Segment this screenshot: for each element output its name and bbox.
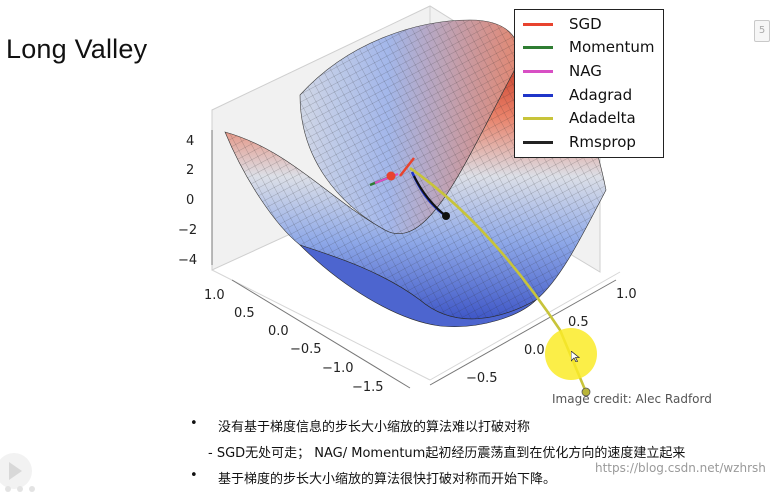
z-axis-ticks: 4 2 0 −2 −4 [178,134,197,268]
rmsprop-path [413,175,447,217]
bullet-text: 基于梯度的步长大小缩放的算法很快打破对称而开始下降。 [218,472,557,487]
svg-text:−1.5: −1.5 [352,380,384,395]
trajectories [369,157,591,397]
bullet-item: • 没有基于梯度信息的步长大小缩放的算法难以打破对称 [190,416,530,435]
svg-text:1.0: 1.0 [616,287,637,302]
legend-item-adagrad: Adagrad [523,85,632,105]
svg-text:2: 2 [186,163,194,178]
legend-swatch [523,93,553,97]
adadelta-path [409,166,588,393]
svg-text:1.0: 1.0 [204,288,225,303]
svg-text:0.0: 0.0 [524,343,545,358]
legend-label: Adadelta [569,109,636,127]
watermark: https://blog.csdn.net/wzhrsh [595,461,766,475]
slide-number-icon: 5 [754,20,770,42]
slide-title: Long Valley [6,34,148,64]
svg-text:−1.0: −1.0 [322,361,354,376]
svg-text:−0.5: −0.5 [466,371,498,386]
svg-text:0.0: 0.0 [268,324,289,339]
legend-swatch [523,22,553,26]
svg-text:4: 4 [186,134,194,149]
legend-item-sgd: SGD [523,14,602,34]
bullet-item: • 基于梯度的步长大小缩放的算法很快打破对称而开始下降。 [190,468,556,487]
legend-item-momentum: Momentum [523,37,654,57]
legend-swatch [523,116,553,120]
sub-bullet-text: - SGD无处可走； NAG/ Momentum起初经历震荡直到在优化方向的速度… [208,446,686,461]
svg-text:−2: −2 [178,223,197,238]
legend-swatch [523,45,553,49]
x-axis-ticks: 1.0 0.5 0.0 −0.5 [466,287,637,386]
dot-icon [17,486,23,492]
svg-text:−0.5: −0.5 [290,342,322,357]
svg-text:0.5: 0.5 [568,315,589,330]
legend-swatch [523,140,553,144]
svg-text:0: 0 [186,193,194,208]
rmsprop-end-marker [442,212,450,220]
bullet-glyph: • [190,468,198,483]
start-marker [386,171,396,181]
dot-icon [5,486,11,492]
sgd-path [399,157,415,177]
legend-label: NAG [569,62,602,80]
legend-label: Rmsprop [569,133,636,151]
player-controls[interactable] [0,451,50,493]
y-axis-ticks: 1.0 0.5 0.0 −0.5 −1.0 −1.5 [204,288,384,395]
loss-surface [224,19,607,327]
adadelta-end-marker [581,387,591,397]
legend-label: Adagrad [569,86,633,104]
legend: SGD Momentum NAG Adagrad Adadelta Rmspro… [514,9,664,158]
svg-text:0.5: 0.5 [234,306,255,321]
bullet-glyph: • [190,416,198,431]
dot-icon [29,486,35,492]
bullet-text: 没有基于梯度信息的步长大小缩放的算法难以打破对称 [218,420,531,435]
play-icon [9,462,22,480]
mouse-pointer-icon [571,351,580,362]
legend-label: Momentum [569,38,655,56]
legend-swatch [523,69,553,73]
legend-item-rmsprop: Rmsprop [523,132,636,152]
legend-item-nag: NAG [523,61,602,81]
legend-label: SGD [569,15,602,33]
image-credit: Image credit: Alec Radford [552,392,712,406]
svg-text:−4: −4 [178,253,197,268]
legend-item-adadelta: Adadelta [523,108,636,128]
